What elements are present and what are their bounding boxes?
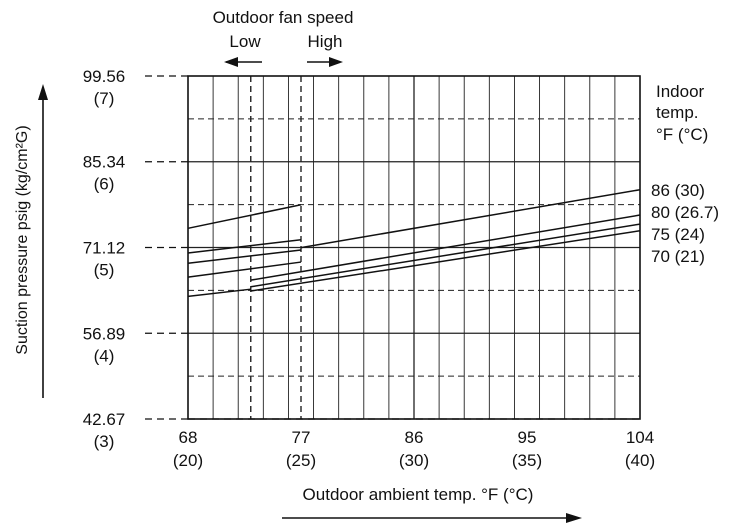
x-tick-sublabel: (30) xyxy=(399,451,429,470)
y-tick-sublabel: (5) xyxy=(94,260,115,279)
legend-title-line1: Indoor xyxy=(656,82,705,101)
series-label-86: 86 (30) xyxy=(651,181,705,200)
x-axis-arrow-icon xyxy=(282,513,582,523)
x-tick-sublabel: (40) xyxy=(625,451,655,470)
series-line-high-0 xyxy=(300,188,641,249)
y-axis-arrow-icon xyxy=(38,84,48,398)
y-tick-label: 71.12 xyxy=(83,238,126,257)
y-tick-sublabel: (3) xyxy=(94,432,115,451)
x-axis-label: Outdoor ambient temp. °F (°C) xyxy=(303,485,534,504)
legend-title-line2: temp. xyxy=(656,103,699,122)
series-label-70: 70 (21) xyxy=(651,247,705,266)
tick-labels: 99.56 (7) 85.34 (6) 71.12 (5) 56.89 (4) 42.67 (3)… xyxy=(83,67,655,470)
x-tick-label: 86 xyxy=(405,428,424,447)
series-label-75: 75 (24) xyxy=(651,225,705,244)
y-tick-sublabel: (4) xyxy=(94,346,115,365)
y-tick-sublabel: (7) xyxy=(94,89,115,108)
series-line-low-2 xyxy=(187,249,302,265)
x-tick-label: 68 xyxy=(179,428,198,447)
series-line-high-2 xyxy=(250,223,641,288)
series-line-high-3 xyxy=(250,229,641,292)
legend-title-line3: °F (°C) xyxy=(656,125,708,144)
x-tick-label: 77 xyxy=(292,428,311,447)
x-tick-sublabel: (35) xyxy=(512,451,542,470)
x-tick-sublabel: (20) xyxy=(173,451,203,470)
x-tick-label: 104 xyxy=(626,428,654,447)
series-lines xyxy=(187,188,641,298)
grid xyxy=(188,76,640,419)
y-tick-label: 99.56 xyxy=(83,67,126,86)
fan-speed-title: Outdoor fan speed xyxy=(213,8,354,27)
y-tick-sublabel: (6) xyxy=(94,175,115,194)
series-label-80: 80 (26.7) xyxy=(651,203,719,222)
y-tick-label: 42.67 xyxy=(83,410,126,429)
plot-frame xyxy=(145,75,641,420)
y-tick-label: 85.34 xyxy=(83,153,126,172)
x-tick-sublabel: (25) xyxy=(286,451,316,470)
series-line-low-3 xyxy=(187,261,302,278)
series-line-low-0 xyxy=(187,204,302,230)
series-line-high-1 xyxy=(250,214,641,281)
fan-speed-high-label: High xyxy=(308,32,343,51)
fan-speed-low-label: Low xyxy=(229,32,261,51)
y-tick-label: 56.89 xyxy=(83,324,126,343)
series-line-low-1 xyxy=(187,239,302,254)
high-arrow-icon xyxy=(307,57,343,67)
y-axis-label: Suction pressure psig (kg/cm²G) xyxy=(14,125,31,354)
x-tick-label: 95 xyxy=(518,428,537,447)
series-line-extra xyxy=(187,288,251,298)
low-arrow-icon xyxy=(224,57,262,67)
